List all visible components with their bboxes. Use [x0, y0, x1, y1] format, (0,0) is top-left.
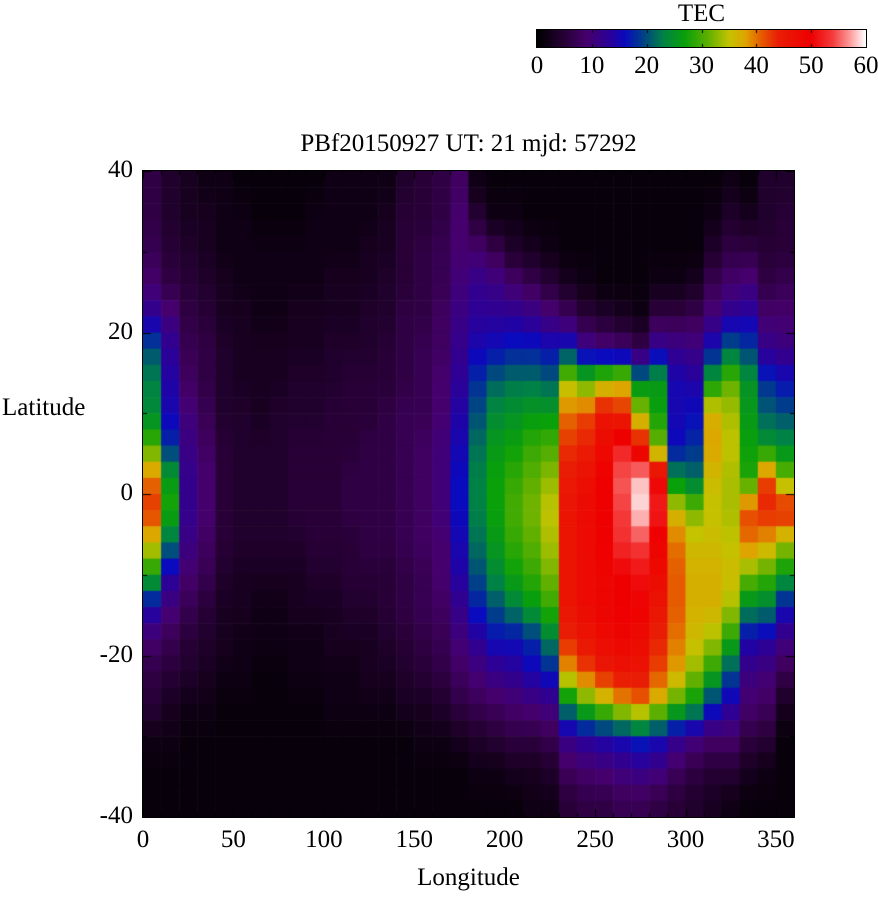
colorbar-tick-label: 20 — [634, 52, 660, 79]
colorbar-tick-label: 60 — [853, 52, 878, 79]
x-tick-label: 50 — [220, 826, 246, 853]
y-tick-label: 0 — [120, 479, 134, 506]
colorbar-tick-label: 0 — [530, 52, 544, 79]
x-axis-label: Longitude — [417, 864, 520, 891]
x-tick-label: 200 — [485, 826, 524, 853]
y-tick-label: 40 — [108, 156, 133, 183]
colorbar-tick-label: 30 — [689, 52, 714, 79]
y-tick-label: -40 — [99, 802, 133, 829]
colorbar-title: TEC — [677, 0, 726, 27]
x-tick-label: 350 — [757, 826, 795, 853]
colorbar-tick-label: 40 — [743, 52, 769, 79]
x-tick-label: 250 — [576, 826, 614, 853]
x-tick-label: 0 — [136, 826, 150, 853]
colorbar-gradient — [536, 29, 867, 48]
colorbar-tick-label: 50 — [798, 52, 824, 79]
y-tick-label: -20 — [99, 640, 133, 668]
y-axis-label: Latitude — [2, 394, 86, 421]
tec-heatmap — [142, 170, 795, 818]
colorbar-tick-label: 10 — [579, 52, 605, 79]
x-tick-label: 100 — [305, 826, 343, 853]
x-tick-label: 150 — [395, 826, 434, 853]
y-tick-label: 20 — [108, 317, 133, 345]
x-tick-label: 300 — [666, 826, 705, 853]
plot-title: PBf20150927 UT: 21 mjd: 57292 — [300, 130, 637, 157]
